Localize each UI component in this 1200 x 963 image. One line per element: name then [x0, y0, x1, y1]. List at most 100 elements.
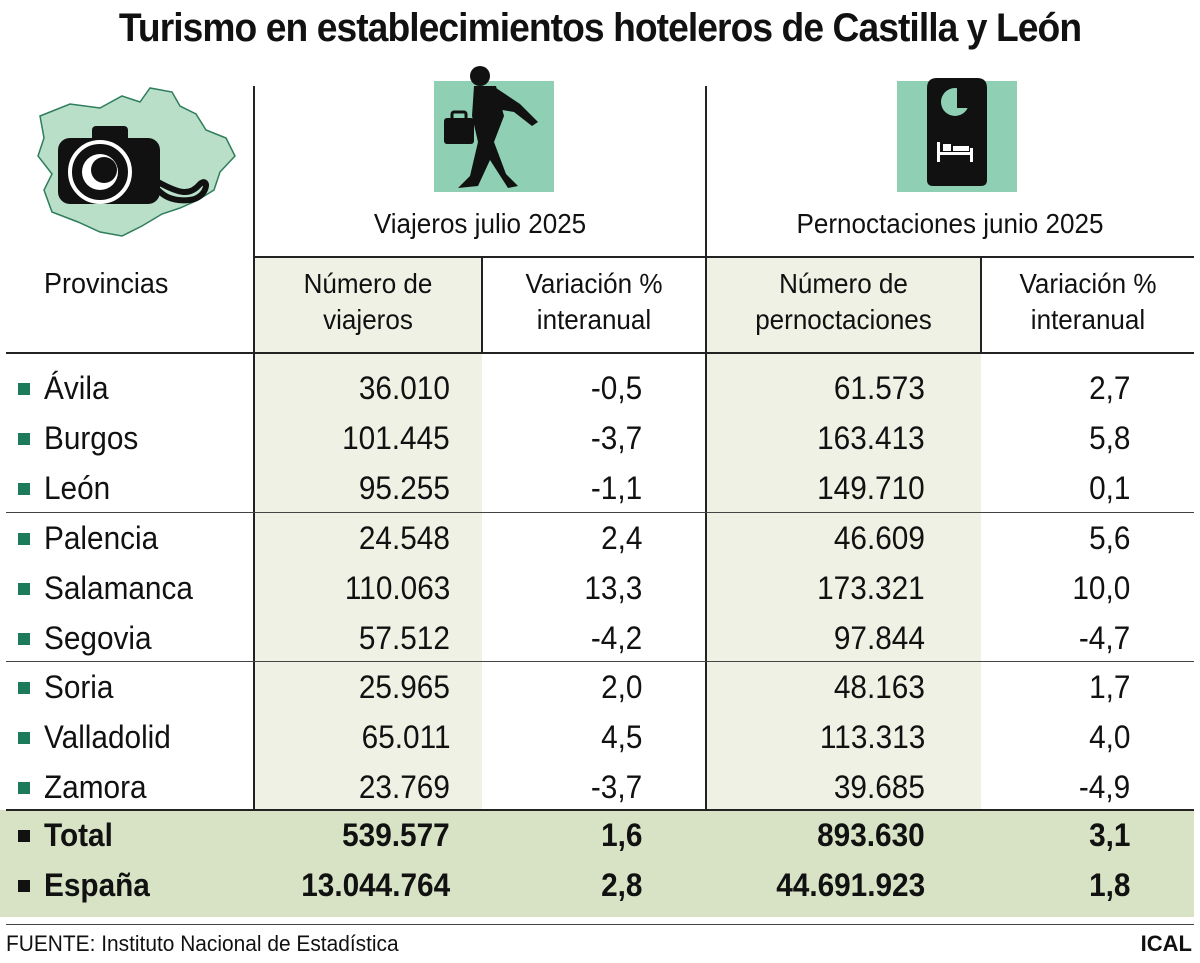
row-marker	[18, 433, 30, 445]
viajeros-value: 36.010	[358, 370, 450, 406]
column-header-line: Variación %	[525, 268, 663, 299]
column-shade-pernoctaciones	[707, 258, 981, 810]
var-viajeros-value: 2,4	[600, 520, 642, 556]
column-header-line: interanual	[536, 304, 652, 335]
var-viajeros-value: 1,6	[600, 817, 642, 853]
totals-top-line	[6, 809, 1194, 811]
viajeros-value: 25.965	[358, 669, 450, 705]
row-marker	[18, 830, 30, 842]
totals-background	[0, 810, 1194, 917]
column-shade-viajeros	[255, 258, 482, 810]
row-marker	[18, 782, 30, 794]
row-marker	[18, 880, 30, 892]
total-row: Total 539.577 1,6 893.630 3,1	[0, 810, 1200, 860]
row-marker	[18, 633, 30, 645]
viajeros-value: 24.548	[358, 520, 450, 556]
footer-line	[6, 924, 1194, 925]
group-label-viajeros: Viajeros julio 2025	[373, 208, 587, 239]
pernoctaciones-value: 61.573	[833, 370, 925, 406]
column-header-line: interanual	[1030, 304, 1146, 335]
var-viajeros-value: -0,5	[590, 370, 642, 406]
source-note: FUENTE: Instituto Nacional de Estadístic…	[6, 931, 399, 956]
column-header-pernoctaciones: Número de pernoctaciones	[717, 266, 971, 338]
chart-title: Turismo en establecimientos hoteleros de…	[118, 6, 1082, 50]
viajeros-value: 13.044.764	[301, 867, 450, 903]
row-separator-1	[6, 512, 1194, 513]
column-header-line: viajeros	[323, 304, 413, 335]
row-marker	[18, 583, 30, 595]
row-separator-2	[6, 661, 1194, 662]
provinces-header: Provincias	[44, 268, 169, 300]
pernoctaciones-value: 113.313	[819, 719, 925, 755]
pernoctaciones-value: 44.691.923	[776, 867, 925, 903]
viajeros-value: 110.063	[344, 570, 450, 606]
table-row: León 95.255 -1,1 149.710 0,1	[0, 463, 1200, 513]
door-hanger-bed-icon	[897, 78, 1017, 192]
castilla-leon-map-camera-icon	[37, 87, 236, 237]
table-row: Salamanca 110.063 13,3 173.321 10,0	[0, 563, 1200, 613]
row-marker	[18, 483, 30, 495]
table-row: Valladolid 65.011 4,5 113.313 4,0	[0, 712, 1200, 762]
var-pernoctaciones-value: 5,8	[1088, 420, 1130, 456]
var-pernoctaciones-value: -4,9	[1078, 769, 1130, 805]
pernoctaciones-value: 893.630	[817, 817, 925, 853]
var-viajeros-value: 2,8	[600, 867, 642, 903]
var-viajeros-value: 2,0	[600, 669, 642, 705]
column-header-line: Número de	[779, 268, 908, 299]
table-row: Zamora 23.769 -3,7 39.685 -4,9	[0, 762, 1200, 812]
column-header-viajeros: Número de viajeros	[263, 266, 473, 338]
province-name: Palencia	[44, 520, 159, 556]
pernoctaciones-value: 97.844	[833, 620, 925, 656]
var-pernoctaciones-value: 0,1	[1088, 470, 1130, 506]
table-row: Burgos 101.445 -3,7 163.413 5,8	[0, 413, 1200, 463]
column-header-line: Variación %	[1019, 268, 1157, 299]
province-name: Soria	[44, 669, 114, 705]
table-row: Soria 25.965 2,0 48.163 1,7	[0, 662, 1200, 712]
divider-col4	[980, 258, 982, 352]
row-marker	[18, 732, 30, 744]
var-viajeros-value: -3,7	[590, 420, 642, 456]
province-name: León	[44, 470, 111, 506]
group-label-pernoctaciones: Pernoctaciones junio 2025	[796, 208, 1104, 239]
column-header-var-viajeros: Variación % interanual	[491, 266, 697, 338]
table-row: Palencia 24.548 2,4 46.609 5,6	[0, 513, 1200, 563]
province-name: España	[44, 867, 150, 903]
pernoctaciones-value: 46.609	[833, 520, 925, 556]
pernoctaciones-value: 39.685	[833, 769, 925, 805]
table-row: Segovia 57.512 -4,2 97.844 -4,7	[0, 613, 1200, 663]
viajeros-value: 23.769	[358, 769, 450, 805]
row-marker	[18, 383, 30, 395]
var-pernoctaciones-value: 5,6	[1088, 520, 1130, 556]
pernoctaciones-value: 48.163	[833, 669, 925, 705]
province-name: Burgos	[44, 420, 139, 456]
column-header-line: pernoctaciones	[755, 304, 932, 335]
pernoctaciones-value: 173.321	[817, 570, 925, 606]
province-name: Salamanca	[44, 570, 193, 606]
province-name: Total	[44, 817, 113, 853]
province-name: Valladolid	[44, 719, 171, 755]
var-pernoctaciones-value: 4,0	[1088, 719, 1130, 755]
var-pernoctaciones-value: 1,8	[1088, 867, 1130, 903]
viajeros-value: 101.445	[342, 420, 450, 456]
var-pernoctaciones-value: 3,1	[1088, 817, 1130, 853]
pernoctaciones-value: 149.710	[817, 470, 925, 506]
var-viajeros-value: -1,1	[590, 470, 642, 506]
province-name: Ávila	[44, 370, 109, 406]
total-row: España 13.044.764 2,8 44.691.923 1,8	[0, 860, 1200, 910]
var-viajeros-value: 4,5	[600, 719, 642, 755]
var-viajeros-value: -3,7	[590, 769, 642, 805]
credit-label: ICAL	[1140, 931, 1192, 956]
viajeros-value: 539.577	[342, 817, 450, 853]
header-bottom-line	[6, 352, 1194, 354]
row-marker	[18, 682, 30, 694]
viajeros-value: 57.512	[358, 620, 450, 656]
column-header-line: Número de	[303, 268, 433, 299]
var-viajeros-value: -4,2	[590, 620, 642, 656]
var-viajeros-value: 13,3	[584, 570, 642, 606]
divider-middle	[705, 86, 707, 810]
divider-left	[253, 86, 255, 810]
row-marker	[18, 533, 30, 545]
province-name: Zamora	[44, 769, 147, 805]
var-pernoctaciones-value: 2,7	[1088, 370, 1130, 406]
column-header-var-pernoctaciones: Variación % interanual	[989, 266, 1186, 338]
